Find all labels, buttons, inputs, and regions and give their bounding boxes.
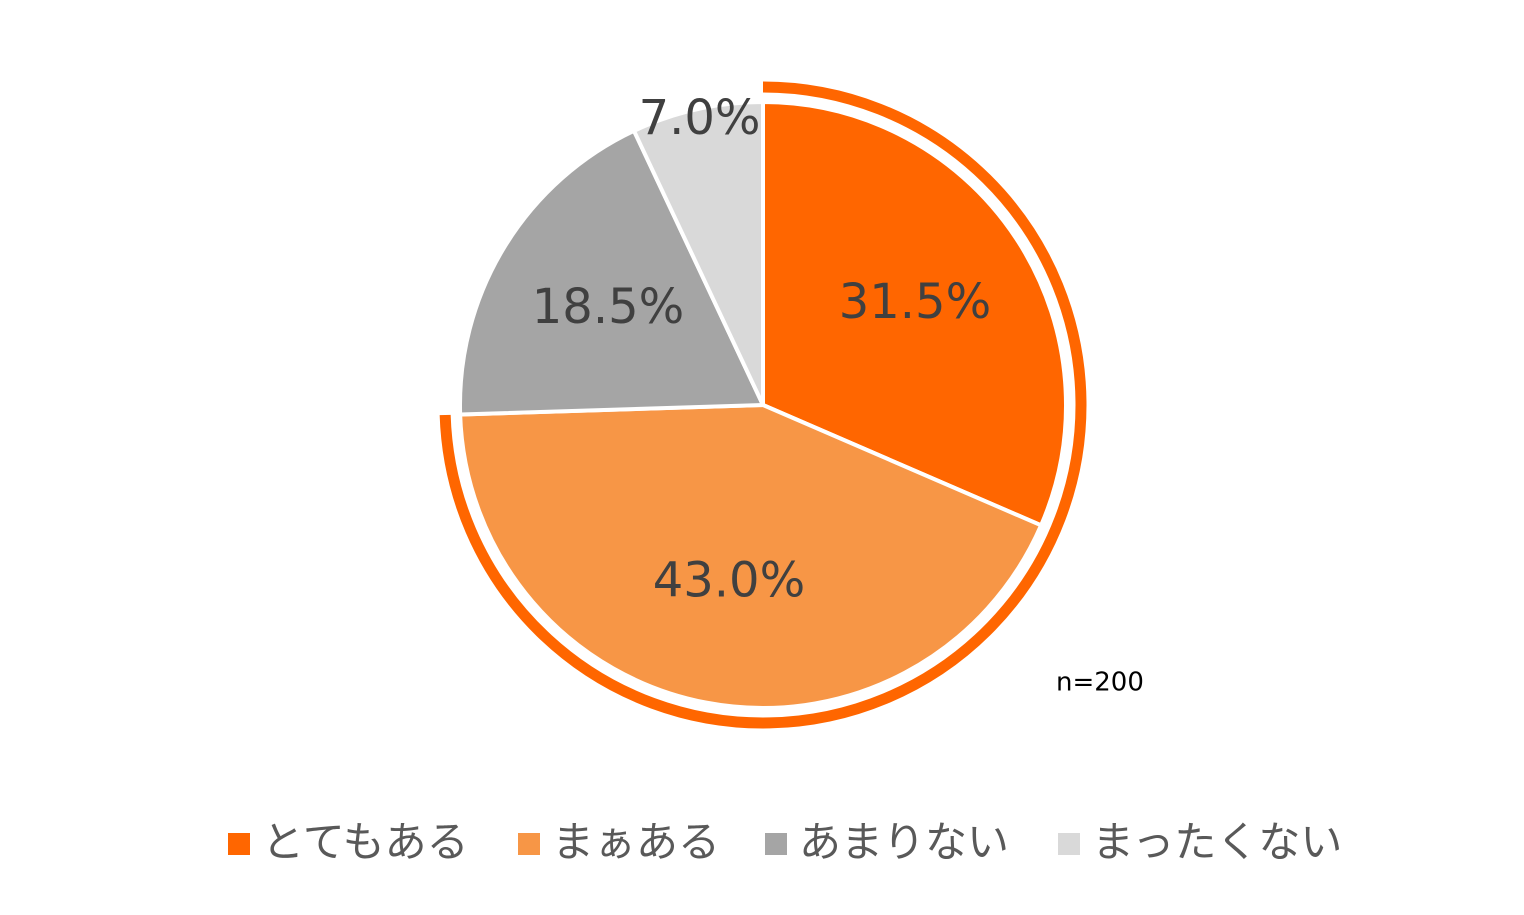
legend-marker [1058,833,1080,855]
legend-label: とてもある [262,818,469,867]
legend-marker [518,833,540,855]
value-label: 7.0% [639,90,761,146]
highlight-arc [439,81,1087,729]
legend-marker [765,833,787,855]
value-label: 31.5% [839,274,991,330]
legend-marker [228,833,250,855]
pie-slice [458,402,1044,710]
pie-slice [458,128,767,417]
legend-label: まぁある [552,818,720,867]
pie-slice [761,99,1068,528]
legend-label: まったくない [1092,818,1342,867]
value-label: 18.5% [532,279,684,335]
annotation: n=200 [1056,668,1144,698]
value-label: 43.0% [653,553,805,609]
legend-label: あまりない [799,818,1009,867]
pie-slice [631,99,765,406]
